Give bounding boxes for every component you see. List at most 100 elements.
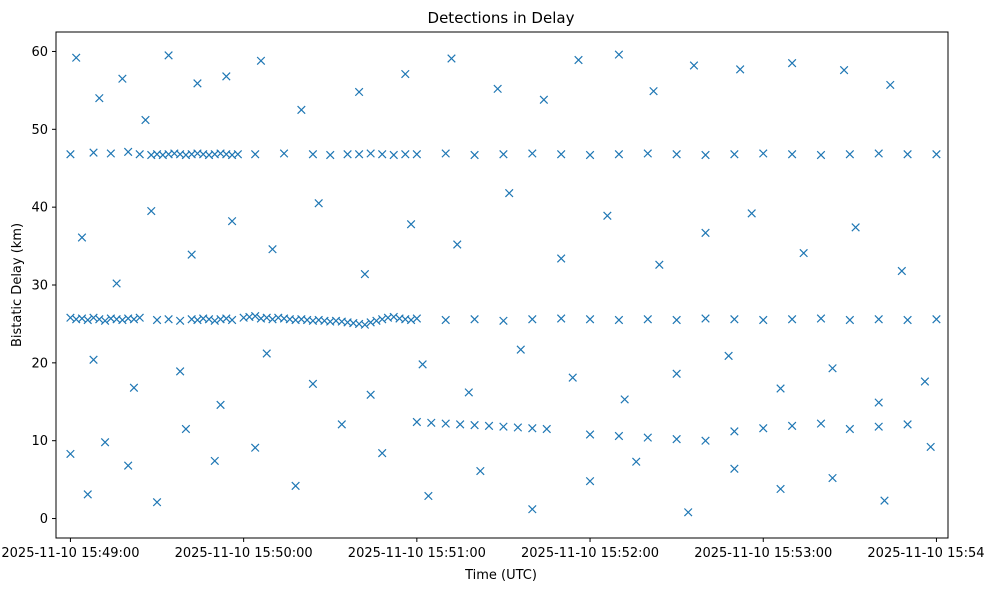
y-tick-label: 40: [31, 201, 48, 216]
data-point: [880, 496, 889, 505]
data-point: [539, 95, 549, 104]
data-point: [268, 244, 277, 254]
data-point: [308, 379, 318, 389]
data-point: [643, 315, 653, 324]
data-point: [377, 448, 387, 458]
data-point: [839, 65, 849, 75]
data-point: [903, 315, 912, 325]
data-point: [181, 424, 191, 434]
data-point: [828, 473, 837, 483]
data-point: [632, 457, 641, 466]
data-point: [227, 315, 237, 325]
x-tick-label: 2025-11-10 15:53:00: [694, 546, 832, 561]
data-point: [845, 149, 855, 159]
data-point: [672, 369, 681, 378]
data-point: [343, 149, 352, 159]
data-point: [187, 250, 196, 259]
data-point: [542, 424, 551, 434]
data-point: [418, 360, 427, 369]
data-point: [118, 74, 127, 83]
data-point: [799, 248, 808, 258]
data-point: [672, 434, 681, 444]
data-point: [735, 65, 745, 74]
data-point: [528, 149, 537, 158]
data-point: [100, 438, 110, 447]
data-point: [291, 481, 300, 491]
y-axis-label: Bistatic Delay (km): [10, 223, 25, 347]
data-point: [66, 149, 75, 159]
data-point: [556, 149, 566, 159]
data-point: [412, 417, 422, 427]
data-point: [66, 313, 75, 322]
data-point: [568, 373, 577, 382]
data-point: [89, 355, 98, 364]
data-point: [152, 315, 162, 325]
data-point: [845, 315, 855, 325]
data-point: [655, 260, 664, 269]
data-point: [776, 484, 785, 494]
data-point: [585, 150, 595, 160]
data-point: [528, 504, 537, 514]
data-point: [77, 314, 87, 323]
data-point: [556, 254, 566, 263]
data-point: [499, 422, 508, 431]
data-point: [372, 316, 381, 326]
x-tick-label: 2025-11-10 15:52:00: [521, 546, 659, 561]
data-point: [89, 313, 98, 322]
y-tick-label: 50: [31, 123, 48, 138]
data-point: [129, 315, 139, 324]
data-point: [903, 420, 912, 429]
data-point: [377, 149, 387, 159]
data-point: [759, 149, 768, 158]
data-point: [412, 314, 422, 323]
data-point: [701, 150, 710, 160]
data-point: [828, 364, 837, 373]
data-point: [816, 314, 826, 323]
data-point: [424, 491, 433, 501]
data-point: [614, 149, 624, 159]
data-point: [672, 315, 681, 325]
data-point: [112, 279, 121, 288]
data-point: [787, 315, 797, 324]
y-tick-label: 20: [31, 356, 48, 371]
data-point: [585, 430, 595, 439]
data-point: [175, 367, 185, 376]
data-point: [250, 311, 260, 321]
data-point: [354, 149, 364, 159]
data-point: [816, 150, 826, 160]
data-point: [314, 199, 323, 208]
data-point: [71, 53, 81, 62]
data-point: [216, 400, 225, 410]
data-point: [499, 316, 508, 326]
data-point: [499, 149, 508, 159]
data-point: [147, 206, 156, 216]
data-point: [730, 464, 739, 473]
data-point: [470, 420, 479, 430]
data-point: [210, 456, 219, 466]
plot-frame: [55, 31, 949, 539]
data-point: [689, 61, 699, 70]
data-point: [354, 87, 364, 97]
data-point: [222, 314, 231, 323]
data-point: [730, 315, 739, 324]
data-point: [412, 149, 422, 159]
data-point: [493, 84, 502, 94]
data-point: [776, 384, 785, 393]
data-point: [759, 315, 768, 325]
data-point: [787, 149, 797, 159]
y-tick-label: 30: [31, 279, 48, 294]
data-point: [427, 418, 436, 428]
data-point: [585, 476, 595, 486]
data-point: [141, 115, 150, 125]
data-point: [250, 149, 260, 159]
data-point: [643, 433, 653, 442]
data-point: [135, 313, 144, 322]
data-point: [66, 449, 75, 459]
data-point: [447, 54, 456, 63]
data-point: [730, 149, 739, 159]
data-point: [256, 56, 266, 66]
data-point: [366, 318, 375, 327]
x-tick-label: 2025-11-10 15:49:00: [1, 546, 139, 561]
data-point: [513, 423, 523, 432]
